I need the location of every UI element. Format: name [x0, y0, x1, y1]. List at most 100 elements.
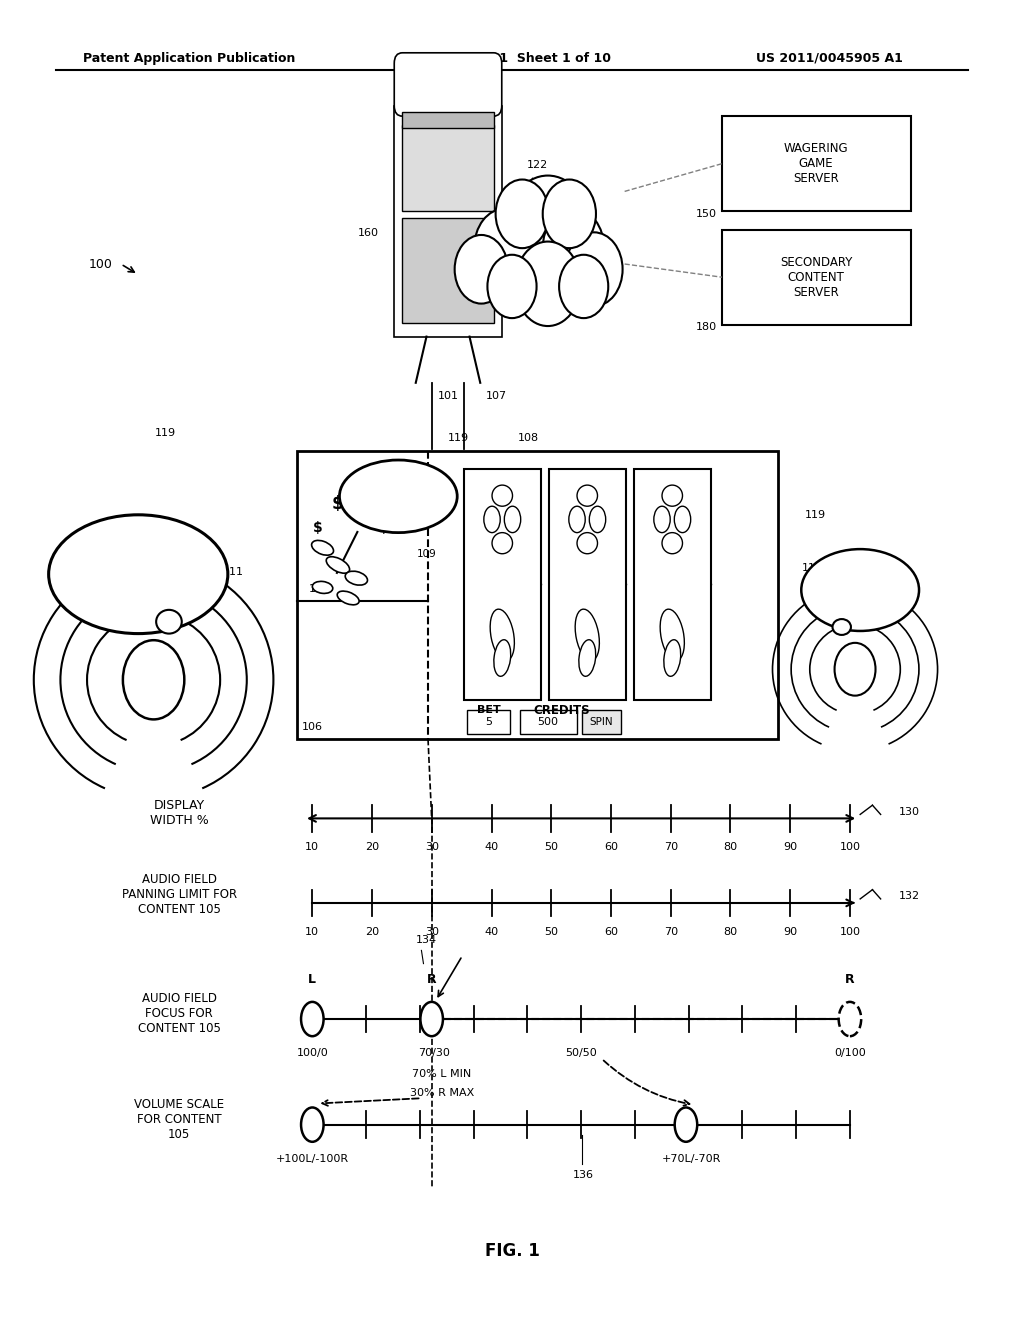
Ellipse shape	[578, 532, 598, 553]
Text: 70/30: 70/30	[418, 1048, 450, 1059]
Ellipse shape	[589, 506, 606, 532]
Text: 100/0: 100/0	[296, 1048, 329, 1059]
Text: FIG. 1: FIG. 1	[484, 1242, 540, 1261]
Circle shape	[455, 235, 508, 304]
Text: 106: 106	[302, 722, 324, 733]
Text: 100: 100	[840, 842, 860, 853]
Text: 40: 40	[484, 842, 499, 853]
Circle shape	[505, 176, 591, 286]
Text: 119: 119	[805, 510, 825, 520]
Text: 105: 105	[309, 583, 331, 594]
Text: 50: 50	[544, 927, 558, 937]
Text: 160: 160	[357, 227, 379, 238]
Ellipse shape	[490, 609, 514, 661]
Ellipse shape	[504, 506, 520, 532]
Ellipse shape	[578, 484, 598, 506]
Ellipse shape	[49, 515, 227, 634]
Text: 134: 134	[416, 935, 437, 945]
Text: +70L/-70R: +70L/-70R	[662, 1154, 721, 1164]
Text: 150: 150	[695, 209, 717, 219]
Text: R: R	[845, 973, 855, 986]
Text: 130: 130	[899, 807, 921, 817]
Ellipse shape	[653, 506, 670, 532]
Text: 115: 115	[831, 562, 852, 573]
Text: 60: 60	[604, 927, 618, 937]
Text: 10: 10	[305, 927, 319, 937]
Text: 70% L MIN: 70% L MIN	[413, 1069, 471, 1080]
Ellipse shape	[337, 591, 359, 605]
Ellipse shape	[345, 572, 368, 585]
Text: L: L	[308, 973, 316, 986]
Text: 90: 90	[783, 927, 798, 937]
Text: 109: 109	[417, 549, 436, 560]
Ellipse shape	[569, 506, 586, 532]
Ellipse shape	[494, 640, 511, 676]
Text: WAGERING
GAME
SERVER: WAGERING GAME SERVER	[783, 143, 849, 185]
Text: 30% R MAX: 30% R MAX	[410, 1088, 474, 1098]
Text: 20: 20	[365, 927, 379, 937]
Text: +100L/-100R: +100L/-100R	[275, 1154, 349, 1164]
Text: 40: 40	[484, 927, 499, 937]
Text: SPIN: SPIN	[589, 717, 613, 727]
FancyBboxPatch shape	[549, 469, 626, 700]
Ellipse shape	[492, 532, 512, 553]
Text: 500: 500	[538, 717, 558, 727]
Text: CHA-CHING: CHA-CHING	[366, 491, 431, 502]
Ellipse shape	[311, 540, 334, 556]
Ellipse shape	[312, 581, 333, 594]
Text: 132: 132	[899, 891, 921, 902]
Text: VOLUME SCALE
FOR CONTENT
105: VOLUME SCALE FOR CONTENT 105	[134, 1098, 224, 1140]
Ellipse shape	[675, 1107, 697, 1142]
Text: $: $	[332, 495, 344, 513]
FancyBboxPatch shape	[722, 116, 911, 211]
Text: 136: 136	[573, 1170, 594, 1180]
Ellipse shape	[483, 506, 500, 532]
Text: 119: 119	[156, 428, 176, 438]
Circle shape	[835, 643, 876, 696]
Text: 107: 107	[486, 391, 507, 401]
Text: $: $	[358, 507, 369, 523]
Text: $: $	[312, 521, 323, 535]
Circle shape	[474, 209, 536, 288]
Text: 80: 80	[723, 842, 737, 853]
Text: CHA-CHING: CHA-CHING	[825, 585, 895, 595]
FancyBboxPatch shape	[464, 469, 541, 700]
Text: 122: 122	[527, 160, 548, 170]
Circle shape	[123, 640, 184, 719]
Circle shape	[559, 255, 608, 318]
Ellipse shape	[301, 1107, 324, 1142]
Text: 119: 119	[449, 433, 469, 444]
Text: 30: 30	[425, 927, 439, 937]
FancyBboxPatch shape	[467, 710, 510, 734]
Ellipse shape	[662, 532, 682, 553]
Text: SECONDARY
CONTENT
SERVER: SECONDARY CONTENT SERVER	[780, 256, 852, 298]
Text: 70: 70	[664, 927, 678, 937]
Text: 108: 108	[518, 433, 539, 444]
FancyBboxPatch shape	[394, 106, 502, 337]
Text: CREDITS: CREDITS	[534, 704, 591, 717]
Text: 30: 30	[425, 842, 439, 853]
Text: 101: 101	[438, 391, 459, 401]
Text: 10: 10	[305, 842, 319, 853]
Ellipse shape	[660, 609, 684, 661]
FancyBboxPatch shape	[634, 469, 711, 700]
Text: BET: BET	[476, 705, 501, 715]
Text: 50/50: 50/50	[565, 1048, 597, 1059]
Text: 70: 70	[664, 842, 678, 853]
Text: 50: 50	[544, 842, 558, 853]
FancyBboxPatch shape	[582, 710, 621, 734]
FancyBboxPatch shape	[520, 710, 577, 734]
Ellipse shape	[156, 610, 182, 634]
Ellipse shape	[664, 640, 681, 676]
Text: 60: 60	[604, 842, 618, 853]
FancyBboxPatch shape	[402, 112, 494, 128]
Text: DISPLAY
WIDTH %: DISPLAY WIDTH %	[150, 799, 209, 828]
Text: 111: 111	[223, 566, 244, 577]
FancyBboxPatch shape	[394, 53, 502, 116]
Text: COMMUNICATIONS
NETWORK: COMMUNICATIONS NETWORK	[496, 234, 600, 255]
Text: US 2011/0045905 A1: US 2011/0045905 A1	[756, 51, 903, 65]
Text: 90: 90	[783, 842, 798, 853]
Text: CHA-CHING: CHA-CHING	[85, 565, 191, 583]
Ellipse shape	[575, 609, 599, 661]
Text: 5: 5	[485, 717, 492, 727]
